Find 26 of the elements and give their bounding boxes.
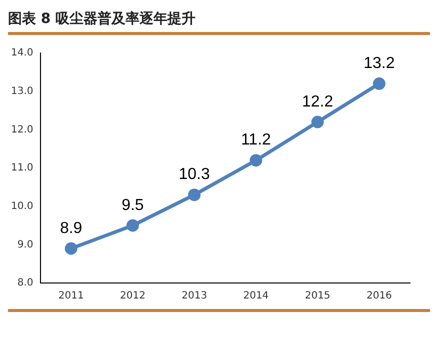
data-label: 11.2 <box>240 132 272 149</box>
y-tick-label: 8.0 <box>17 278 34 289</box>
y-tick-label: 14.0 <box>11 48 34 59</box>
data-label: 13.2 <box>364 55 395 72</box>
x-tick-label: 2016 <box>366 290 392 302</box>
point <box>64 242 78 255</box>
y-tick-label: 11.0 <box>11 162 34 174</box>
data-label: 8.9 <box>60 220 82 237</box>
data-label: 10.3 <box>178 166 210 184</box>
x-tick-label: 2015 <box>304 290 330 302</box>
point <box>250 154 262 167</box>
y-tick-label: 9.0 <box>17 239 34 250</box>
data-label: 12.2 <box>302 93 334 110</box>
x-tick-label: 2013 <box>182 290 208 302</box>
point <box>188 188 201 202</box>
point <box>126 219 139 232</box>
point <box>372 77 386 90</box>
x-tick-label: 2014 <box>243 290 269 302</box>
x-tick-label: 2012 <box>120 290 146 302</box>
y-tick-label: 12.0 <box>11 124 34 136</box>
x-tick-label: 2011 <box>58 290 84 302</box>
data-label: 9.5 <box>122 196 144 214</box>
y-tick-label: 10.0 <box>11 200 34 212</box>
chart-title: 图表 8 吸尘器普及率逐年提升 <box>8 10 196 29</box>
y-tick-label: 13.0 <box>11 86 34 97</box>
point <box>311 116 324 128</box>
